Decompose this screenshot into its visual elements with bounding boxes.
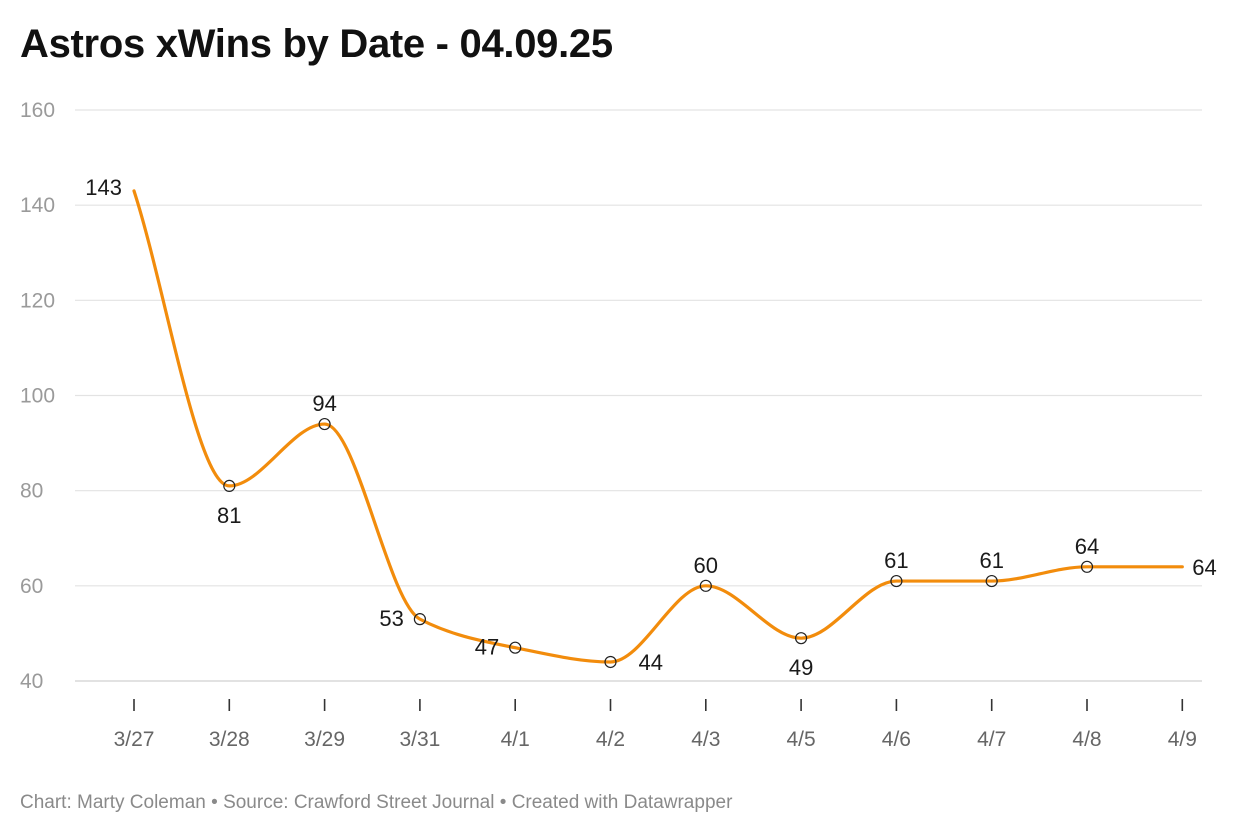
footer-source: Source: Crawford Street Journal <box>223 792 495 813</box>
data-point <box>1080 560 1094 573</box>
y-axis-tick-labels: 40 60 80 100 120 140 160 <box>20 99 55 693</box>
y-tick-label: 100 <box>20 385 55 408</box>
x-tick-label: 4/6 <box>882 728 911 751</box>
data-label: 61 <box>979 548 1003 573</box>
x-tick-label: 4/5 <box>786 728 815 751</box>
x-tick-label: 4/1 <box>501 728 530 751</box>
y-tick-label: 60 <box>20 575 43 598</box>
data-label: 61 <box>884 548 908 573</box>
data-points <box>223 417 1094 669</box>
series-line <box>132 189 1184 664</box>
data-labels: 143 81 94 53 47 44 60 49 61 61 64 64 <box>85 175 1217 680</box>
data-label: 94 <box>312 391 336 416</box>
x-tick-label: 3/31 <box>399 728 440 751</box>
x-tick-label: 3/29 <box>304 728 345 751</box>
footer-created-with: Created with Datawrapper <box>511 792 733 813</box>
footer-chart-credit: Chart: Marty Coleman <box>20 792 206 813</box>
data-label: 143 <box>85 175 122 200</box>
y-tick-label: 80 <box>20 480 43 503</box>
data-point <box>604 655 617 669</box>
data-point <box>509 641 522 654</box>
y-tick-label: 160 <box>20 99 55 122</box>
data-point <box>223 479 236 493</box>
x-tick-label: 4/7 <box>977 728 1006 751</box>
data-point <box>794 632 808 645</box>
footer-separator: • <box>499 792 507 813</box>
data-label: 49 <box>789 655 813 680</box>
data-label: 53 <box>379 606 403 631</box>
x-tick-label: 4/8 <box>1072 728 1101 751</box>
data-label: 47 <box>475 635 499 660</box>
data-point <box>699 579 712 592</box>
data-label: 64 <box>1192 555 1216 580</box>
line-chart: 40 60 80 100 120 140 160 3/27 3/28 3/29 3/31 4/1 4/… <box>20 99 1217 751</box>
footer-separator: • <box>211 792 218 813</box>
series-line-group <box>132 189 1184 664</box>
data-label: 81 <box>217 503 241 528</box>
x-tick-label: 4/2 <box>596 728 625 751</box>
data-point <box>318 417 331 431</box>
data-label: 44 <box>639 650 663 675</box>
gridlines <box>75 109 1202 682</box>
y-tick-label: 140 <box>20 194 55 217</box>
data-point <box>413 613 426 626</box>
data-label: 60 <box>694 553 718 578</box>
data-point <box>985 574 998 588</box>
x-tick-label: 3/28 <box>209 728 250 751</box>
chart-title: Astros xWins by Date - 04.09.25 <box>20 22 613 66</box>
x-axis-ticks: 3/27 3/28 3/29 3/31 4/1 4/2 4/3 4/5 4/6 4/7 4/8 4/9 <box>114 699 1197 751</box>
data-point <box>890 574 903 588</box>
y-tick-label: 120 <box>20 289 55 312</box>
x-tick-label: 4/9 <box>1168 728 1197 751</box>
x-tick-label: 3/27 <box>114 728 155 751</box>
y-tick-label: 40 <box>20 670 43 693</box>
chart-footer: Chart: Marty Coleman • Source: Crawford … <box>20 792 732 814</box>
x-tick-label: 4/3 <box>691 728 720 751</box>
data-label: 64 <box>1075 534 1099 559</box>
